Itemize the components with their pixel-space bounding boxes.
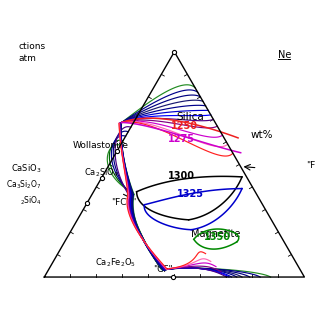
Text: Ca$_3$Si$_2$O$_7$: Ca$_3$Si$_2$O$_7$	[6, 179, 42, 191]
Text: Ne: Ne	[278, 50, 292, 60]
Text: Wollastonite: Wollastonite	[72, 141, 128, 150]
Text: 1325: 1325	[177, 189, 204, 199]
Text: "CF": "CF"	[153, 265, 172, 274]
Text: Ca$_2$Fe$_2$O$_5$: Ca$_2$Fe$_2$O$_5$	[95, 257, 136, 269]
Text: Ca$_2$SiO$_4$: Ca$_2$SiO$_4$	[84, 167, 119, 179]
Text: Silica: Silica	[176, 112, 204, 122]
Text: Magnetite: Magnetite	[191, 229, 241, 239]
Text: $_2$SiO$_4$: $_2$SiO$_4$	[20, 194, 42, 207]
Text: 1350: 1350	[204, 232, 231, 242]
Text: 1275: 1275	[168, 134, 195, 144]
Text: "F: "F	[306, 161, 315, 170]
Text: "FCS": "FCS"	[111, 198, 136, 207]
Text: ctions: ctions	[18, 42, 45, 52]
Text: 1250: 1250	[171, 121, 197, 131]
Text: CaSiO$_3$: CaSiO$_3$	[11, 163, 42, 175]
Text: atm: atm	[18, 54, 36, 63]
Text: wt%: wt%	[250, 130, 273, 140]
Text: 1300: 1300	[168, 171, 195, 181]
